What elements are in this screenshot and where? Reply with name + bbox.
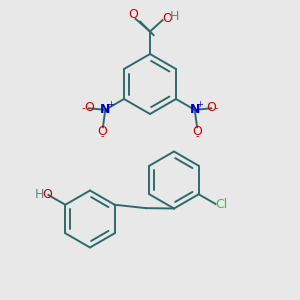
Text: H: H xyxy=(169,10,179,23)
Text: Cl: Cl xyxy=(215,197,227,211)
Text: O: O xyxy=(162,11,172,25)
Text: -: - xyxy=(100,131,104,142)
Text: O: O xyxy=(84,101,94,114)
Text: N: N xyxy=(100,103,110,116)
Text: +: + xyxy=(107,100,114,109)
Text: O: O xyxy=(193,124,202,138)
Text: +: + xyxy=(196,100,203,109)
Text: O: O xyxy=(128,8,138,21)
Text: O: O xyxy=(42,188,52,201)
Text: N: N xyxy=(190,103,200,116)
Text: O: O xyxy=(98,124,107,138)
Text: -: - xyxy=(214,103,218,113)
Text: H: H xyxy=(35,188,44,201)
Text: O: O xyxy=(206,101,216,114)
Text: -: - xyxy=(196,131,200,142)
Text: -: - xyxy=(82,103,85,113)
